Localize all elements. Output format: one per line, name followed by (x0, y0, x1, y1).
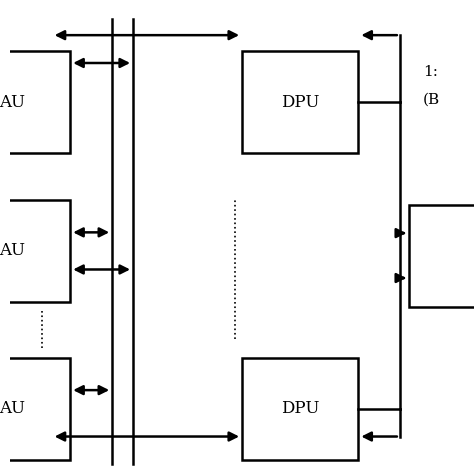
Text: AU: AU (0, 242, 25, 259)
Bar (242, 51, 358, 154)
Text: AU: AU (0, 94, 25, 111)
Text: AU: AU (0, 400, 25, 417)
Bar (0, 358, 70, 460)
Bar (0, 200, 70, 302)
Text: DPU: DPU (281, 400, 319, 417)
Bar (0, 51, 70, 154)
Text: (B: (B (423, 93, 440, 107)
Bar (242, 358, 358, 460)
Text: DPU: DPU (281, 94, 319, 111)
Bar (409, 204, 474, 307)
Text: 1:: 1: (423, 65, 438, 79)
